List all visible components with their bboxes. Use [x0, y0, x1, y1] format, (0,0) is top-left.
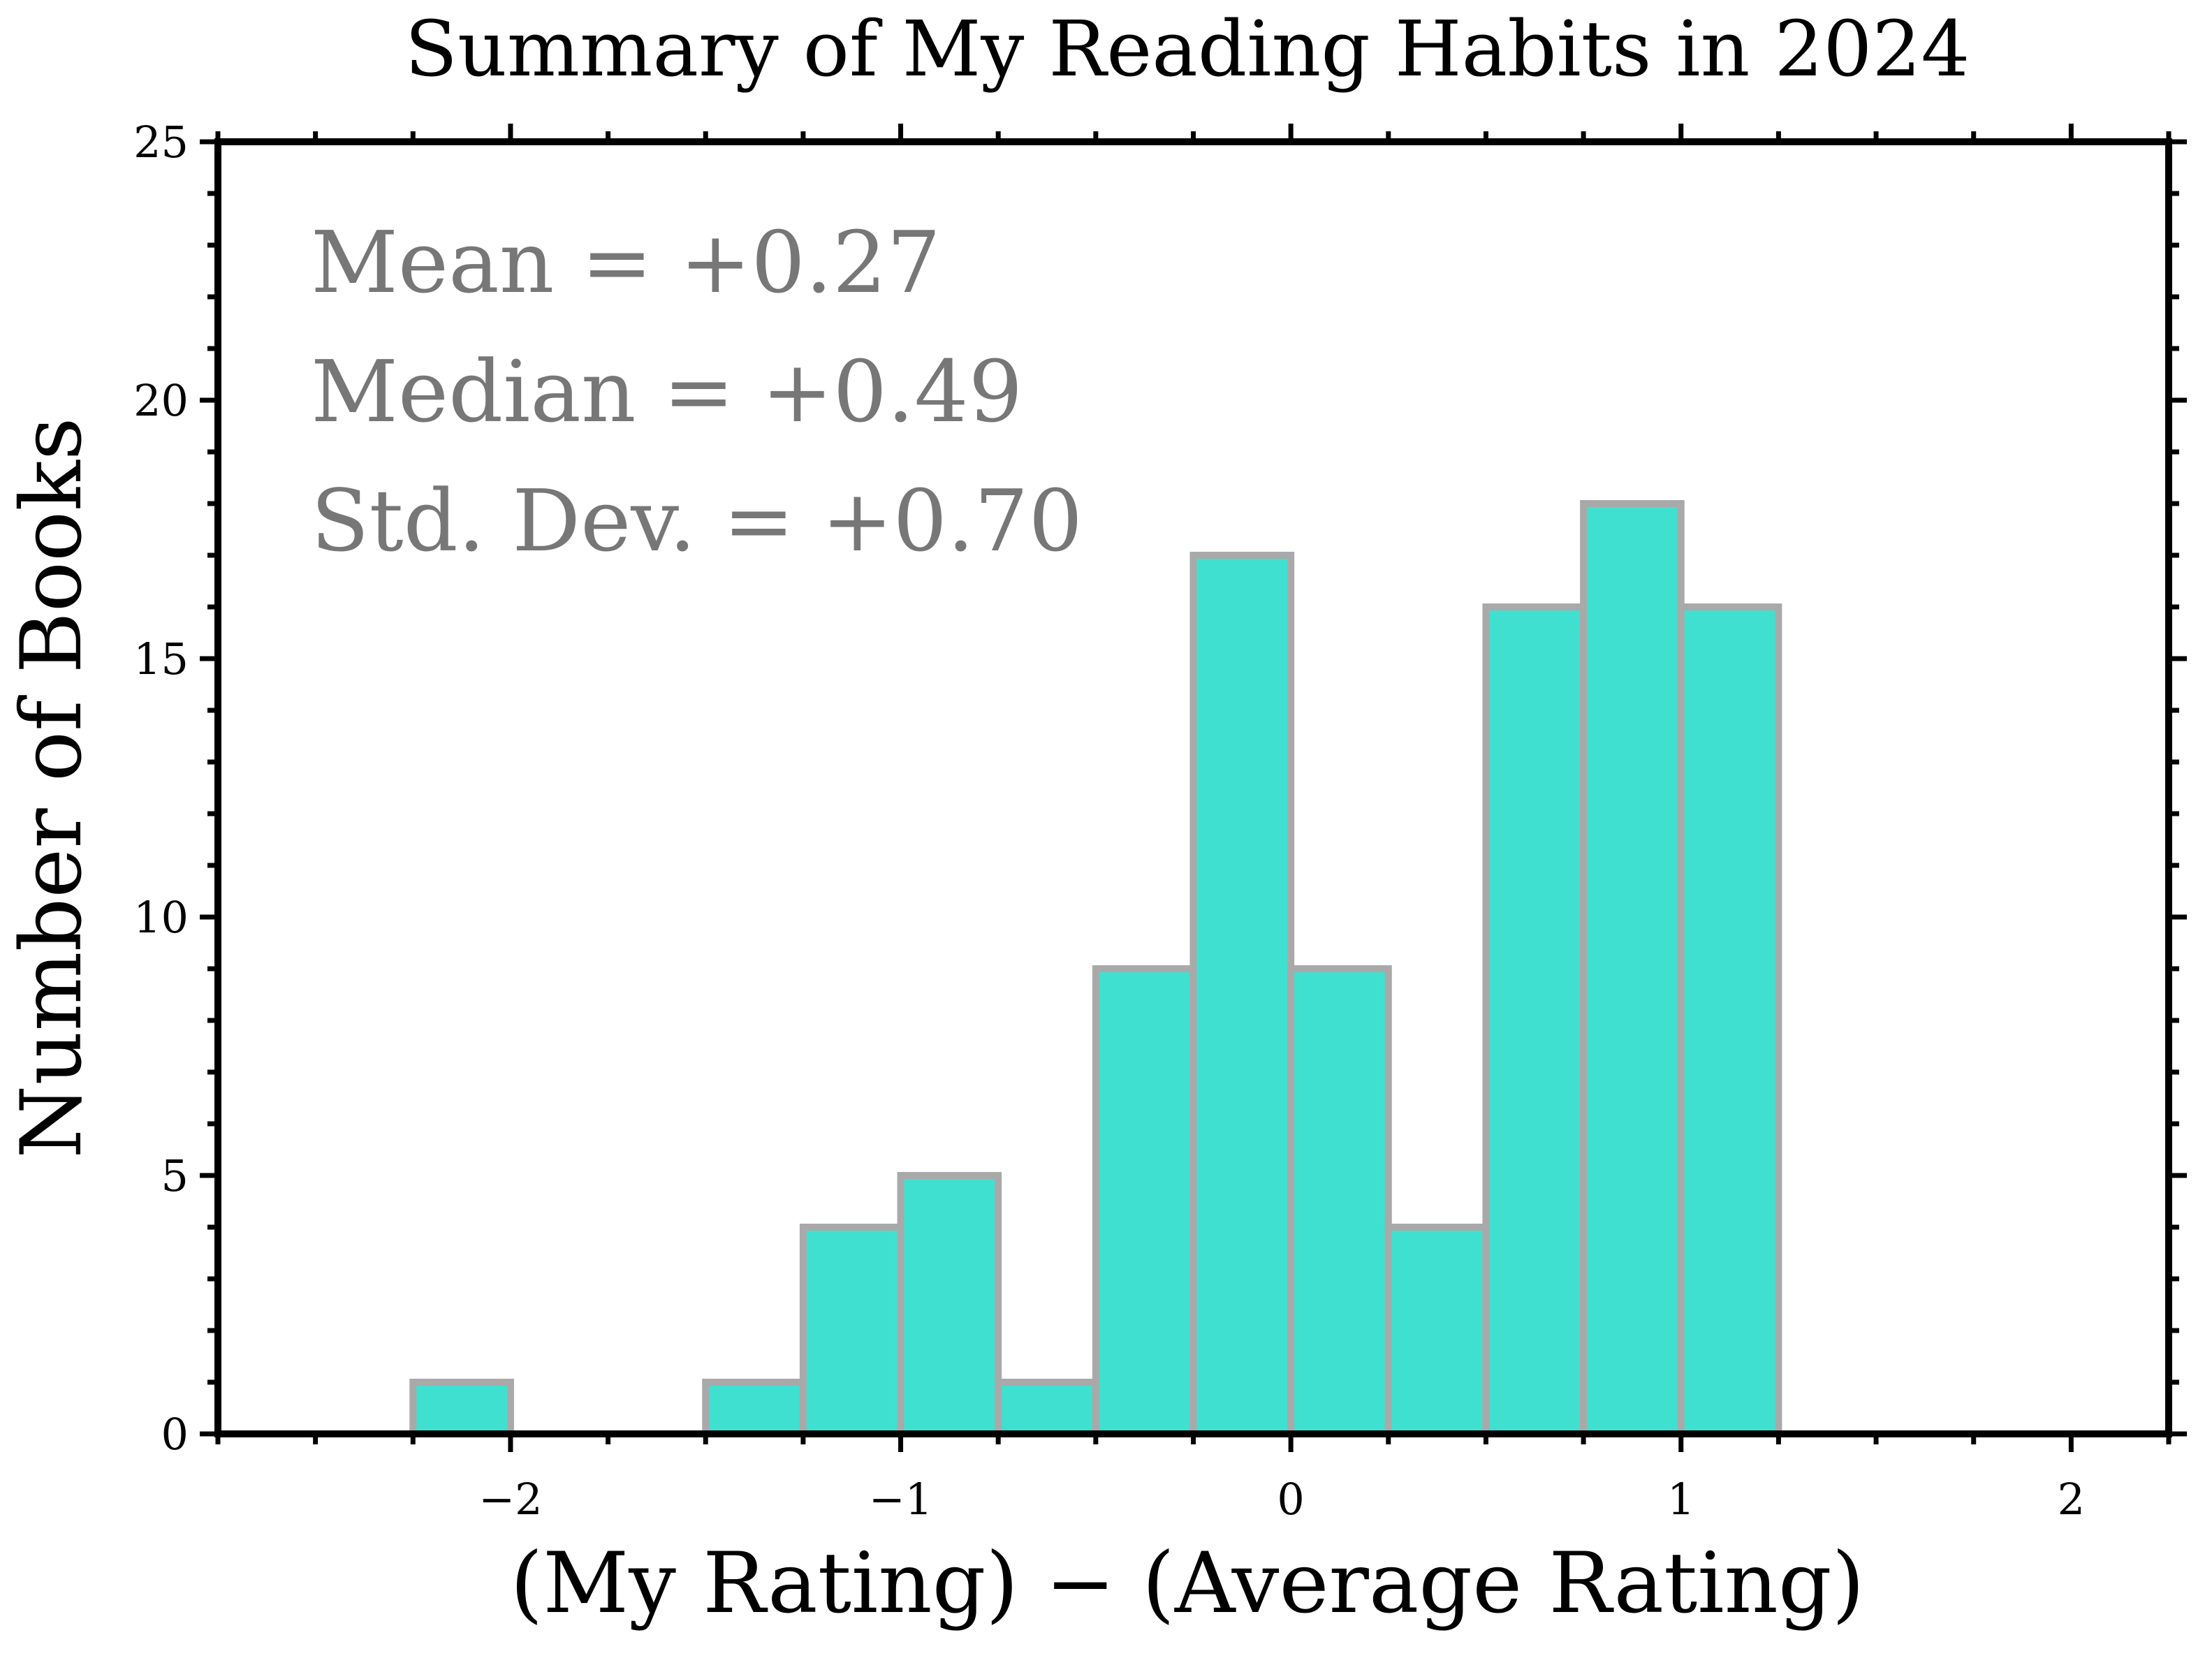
- chart-title: Summary of My Reading Habits in 2024: [405, 4, 1970, 94]
- histogram-bar-9: [1287, 965, 1392, 1437]
- y-tick-labels: 0 5 10 15 20 25: [133, 117, 189, 1460]
- histogram-bar-10: [1384, 1224, 1490, 1437]
- histogram-bars: [409, 500, 1782, 1437]
- x-tick-label-3: 1: [1667, 1474, 1694, 1525]
- y-tick-label-0: 0: [161, 1409, 189, 1460]
- histogram-bar-8: [1189, 552, 1295, 1437]
- stat-annotation-0: Mean = +0.27: [311, 213, 941, 312]
- x-tick-labels: −2 −1 0 1 2: [478, 1474, 2085, 1525]
- plot-frame: [214, 138, 2172, 1437]
- histogram-bar-7: [1092, 965, 1197, 1437]
- histogram-bar-11: [1482, 603, 1588, 1437]
- y-tick-label-5: 25: [133, 117, 189, 168]
- y-tick-label-4: 20: [133, 375, 189, 426]
- x-axis-label: (My Rating) − (Average Rating): [510, 1535, 1864, 1632]
- histogram-bar-13: [1677, 603, 1782, 1437]
- histogram-bar-12: [1580, 500, 1685, 1437]
- histogram-bar-3: [702, 1379, 807, 1437]
- y-tick-label-1: 5: [161, 1150, 189, 1201]
- stat-annotation-2: Std. Dev. = +0.70: [311, 471, 1083, 571]
- stats-annotations: Mean = +0.27 Median = +0.49 Std. Dev. = +0…: [311, 213, 1083, 571]
- x-tick-label-2: 0: [1277, 1474, 1304, 1525]
- y-tick-label-2: 10: [133, 892, 189, 943]
- histogram-bar-6: [995, 1379, 1099, 1437]
- y-axis-label: Number of Books: [3, 417, 101, 1158]
- stat-annotation-1: Median = +0.49: [311, 342, 1023, 441]
- y-tick-label-3: 15: [133, 633, 189, 684]
- histogram-bar-5: [897, 1172, 1002, 1437]
- x-tick-label-1: −1: [869, 1474, 932, 1525]
- x-tick-label-4: 2: [2058, 1474, 2085, 1525]
- histogram-bar-0: [409, 1379, 514, 1437]
- histogram-bar-4: [799, 1224, 904, 1437]
- x-tick-label-0: −2: [478, 1474, 542, 1525]
